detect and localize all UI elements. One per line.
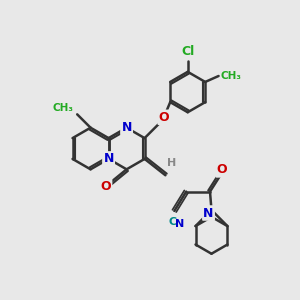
Text: C: C [169, 217, 177, 227]
Text: H: H [167, 158, 176, 168]
Text: O: O [100, 180, 111, 193]
Text: N: N [203, 206, 214, 220]
Text: CH₃: CH₃ [52, 103, 74, 113]
Text: O: O [159, 111, 169, 124]
Text: CH₃: CH₃ [220, 71, 241, 81]
Text: Cl: Cl [181, 45, 194, 58]
Text: N: N [103, 152, 114, 165]
Text: N: N [175, 219, 184, 229]
Text: O: O [217, 164, 227, 176]
Text: N: N [122, 121, 132, 134]
